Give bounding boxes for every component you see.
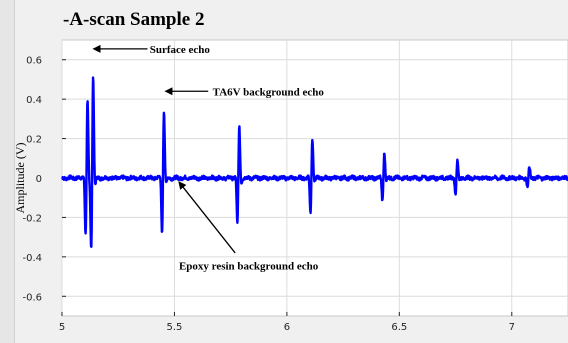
y-tick-label: 0 <box>36 174 42 185</box>
x-tick-label: 6 <box>284 322 290 333</box>
y-tick-label: -0.2 <box>22 213 42 224</box>
y-tick-label: -0.6 <box>22 292 42 303</box>
annotations: Surface echo TA6V background echo Epoxy re… <box>92 44 325 273</box>
y-tick-label: 0.4 <box>26 95 42 106</box>
y-tick-label: -0.4 <box>22 253 42 264</box>
epoxy-echo-label: Epoxy resin background echo <box>179 261 319 273</box>
ta6v-echo-label: TA6V background echo <box>213 86 325 98</box>
window-left-strip <box>0 0 15 343</box>
x-tick-label: 6.5 <box>391 322 407 333</box>
y-tick-label: 0.6 <box>26 56 42 67</box>
x-tick-label: 5.5 <box>166 322 182 333</box>
epoxy-echo-arrow <box>178 181 236 254</box>
x-tick-label: 5 <box>59 322 65 333</box>
y-axis-ticks: 0.6 0.4 0.2 0 -0.2 -0.4 -0.6 <box>22 56 66 303</box>
x-axis-ticks: 5 5.5 6 6.5 7 <box>59 312 515 333</box>
y-axis-label: Amplitude (V) <box>13 143 27 214</box>
signal-line <box>61 76 568 248</box>
x-tick-label: 7 <box>509 322 515 333</box>
y-tick-label: 0.2 <box>26 135 42 146</box>
chart-title: -A-scan Sample 2 <box>63 9 205 30</box>
surface-echo-label: Surface echo <box>150 44 211 56</box>
